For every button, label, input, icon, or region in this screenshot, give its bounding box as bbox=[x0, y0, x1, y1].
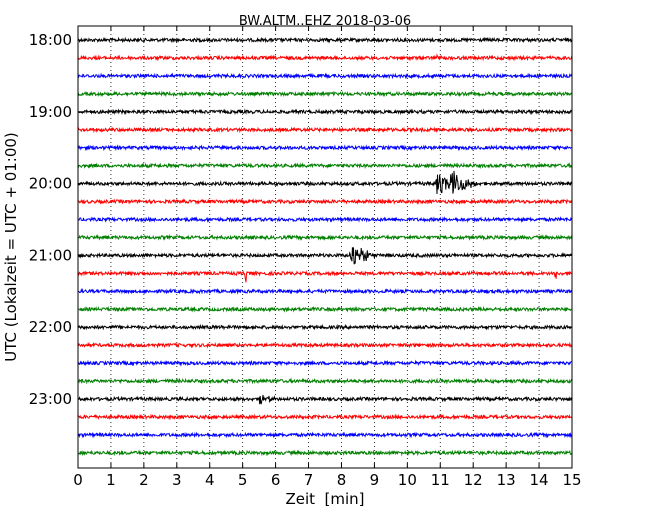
y-axis: 18:00 19:00 20:00 21:00 22:00 23:00 bbox=[29, 31, 572, 408]
y-tick-label: 23:00 bbox=[29, 390, 72, 408]
trace-2215 bbox=[77, 341, 573, 349]
trace-2115 bbox=[77, 269, 573, 283]
x-tick-label: 0 bbox=[73, 471, 83, 489]
trace-1900 bbox=[77, 108, 573, 116]
y-tick-label: 20:00 bbox=[29, 175, 72, 193]
x-axis: 0 1 2 3 4 5 6 7 8 9 10 11 12 13 14 15 bbox=[73, 26, 582, 489]
trace-2100 bbox=[77, 247, 573, 265]
trace-2230 bbox=[77, 359, 573, 367]
grid-lines bbox=[110, 26, 540, 468]
trace-2315 bbox=[77, 413, 573, 421]
trace-2030 bbox=[77, 216, 573, 224]
x-tick-label: 9 bbox=[370, 471, 380, 489]
trace-1845 bbox=[77, 90, 573, 98]
y-axis-label: UTC (Lokalzeit = UTC + 01:00) bbox=[2, 132, 20, 362]
trace-2015 bbox=[77, 198, 573, 206]
x-tick-label: 2 bbox=[139, 471, 149, 489]
x-tick-label: 4 bbox=[205, 471, 215, 489]
trace-2330 bbox=[77, 431, 573, 439]
trace-1815 bbox=[77, 53, 573, 62]
trace-2130 bbox=[77, 287, 573, 295]
trace-2000 bbox=[77, 170, 573, 195]
y-tick-label: 22:00 bbox=[29, 318, 72, 336]
plot-frame bbox=[77, 25, 573, 469]
trace-1830 bbox=[77, 72, 573, 80]
x-tick-label: 7 bbox=[304, 471, 314, 489]
x-tick-label: 14 bbox=[530, 471, 549, 489]
trace-2345 bbox=[77, 449, 573, 457]
x-tick-label: 12 bbox=[464, 471, 483, 489]
trace-1800 bbox=[77, 36, 573, 44]
x-tick-label: 3 bbox=[172, 471, 182, 489]
x-tick-label: 8 bbox=[337, 471, 347, 489]
y-tick-label: 21:00 bbox=[29, 246, 72, 264]
y-tick-label: 19:00 bbox=[29, 103, 72, 121]
trace-1915 bbox=[77, 126, 573, 134]
x-tick-label: 5 bbox=[238, 471, 248, 489]
x-tick-label: 13 bbox=[497, 471, 516, 489]
traces bbox=[77, 36, 573, 457]
x-axis-label: Zeit [min] bbox=[285, 490, 364, 508]
y-tick-label: 18:00 bbox=[29, 31, 72, 49]
x-tick-label: 11 bbox=[431, 471, 450, 489]
chart-title: BW.ALTM..EHZ 2018-03-06 bbox=[239, 14, 411, 29]
trace-1930 bbox=[77, 144, 573, 152]
x-tick-label: 15 bbox=[562, 471, 581, 489]
trace-2245 bbox=[77, 377, 573, 385]
trace-1945 bbox=[77, 162, 573, 170]
trace-2200 bbox=[77, 323, 573, 331]
x-tick-label: 1 bbox=[106, 471, 116, 489]
x-tick-label: 6 bbox=[271, 471, 281, 489]
x-tick-label: 10 bbox=[398, 471, 417, 489]
trace-2045 bbox=[77, 233, 573, 242]
trace-2145 bbox=[77, 305, 573, 313]
trace-2300 bbox=[77, 394, 573, 405]
